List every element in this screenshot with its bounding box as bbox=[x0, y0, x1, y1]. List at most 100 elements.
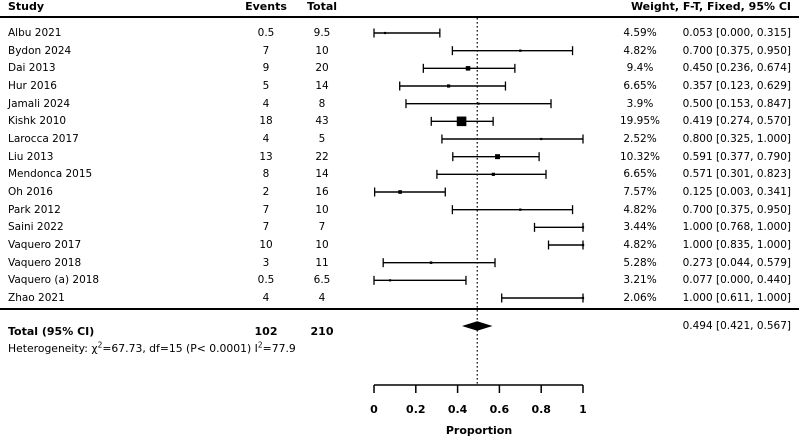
het-part2: =67.73, df=15 (P< 0.0001) I bbox=[102, 342, 258, 355]
study-name: Mendonca 2015 bbox=[8, 168, 93, 181]
estimate-marker bbox=[519, 208, 522, 211]
weight-value: 6.65% bbox=[623, 80, 657, 92]
ci-value: 0.450 [0.236, 0.674] bbox=[682, 62, 791, 75]
events-value: 13 bbox=[259, 150, 273, 163]
ci-value: 0.700 [0.375, 0.950] bbox=[682, 203, 791, 216]
study-name: Kishk 2010 bbox=[8, 115, 67, 128]
weight-value: 5.28% bbox=[623, 256, 657, 269]
weight-value: 4.59% bbox=[623, 27, 657, 39]
col-header-events: Events bbox=[245, 0, 287, 13]
events-value: 7 bbox=[262, 44, 270, 57]
ci-value: 0.125 [0.003, 0.341] bbox=[682, 186, 791, 198]
events-value: 3 bbox=[262, 256, 270, 269]
ci-value: 1.000 [0.835, 1.000] bbox=[682, 239, 791, 251]
ci-value: 0.077 [0.000, 0.440] bbox=[682, 274, 791, 287]
col-header-total: Total bbox=[306, 0, 338, 13]
estimate-marker bbox=[398, 190, 402, 194]
total-value: 9.5 bbox=[313, 27, 331, 39]
x-tick-label: 0.2 bbox=[406, 403, 426, 416]
events-value: 4 bbox=[262, 97, 270, 110]
weight-value: 3.21% bbox=[623, 274, 657, 287]
study-name: Vaquero (a) 2018 bbox=[8, 274, 100, 287]
weight-value: 2.06% bbox=[623, 292, 657, 304]
weight-value: 2.52% bbox=[623, 133, 657, 145]
estimate-marker bbox=[491, 172, 495, 176]
study-name: Hur 2016 bbox=[8, 80, 57, 92]
weight-value: 3.9% bbox=[626, 97, 654, 110]
study-name: Zhao 2021 bbox=[8, 292, 65, 304]
events-value: 5 bbox=[262, 80, 270, 92]
ci-value: 0.500 [0.153, 0.847] bbox=[682, 97, 791, 110]
total-value: 20 bbox=[315, 62, 329, 75]
ci-value: 1.000 [0.768, 1.000] bbox=[682, 221, 791, 234]
study-name: Oh 2016 bbox=[8, 186, 53, 198]
events-value: 0.5 bbox=[257, 27, 275, 39]
x-tick-label: 0.6 bbox=[490, 403, 510, 416]
events-value: 2 bbox=[262, 186, 270, 198]
study-name: Albu 2021 bbox=[8, 27, 62, 39]
estimate-marker bbox=[581, 296, 585, 300]
ci-value: 0.700 [0.375, 0.950] bbox=[682, 44, 791, 57]
het-part3: =77.9 bbox=[262, 342, 296, 355]
total-events-value: 102 bbox=[254, 325, 278, 338]
study-name: Bydon 2024 bbox=[8, 44, 72, 57]
estimate-marker bbox=[388, 279, 392, 282]
study-name: Vaquero 2018 bbox=[8, 256, 82, 269]
study-name: Saini 2022 bbox=[8, 221, 64, 234]
estimate-marker bbox=[581, 226, 585, 229]
events-value: 7 bbox=[262, 203, 270, 216]
ci-value: 0.419 [0.274, 0.570] bbox=[682, 115, 791, 128]
estimate-marker bbox=[465, 66, 471, 71]
x-tick-label: 1 bbox=[579, 403, 587, 416]
total-value: 10 bbox=[315, 239, 329, 251]
het-part1: Heterogeneity: χ bbox=[8, 342, 98, 355]
study-name: Jamali 2024 bbox=[8, 97, 71, 110]
col-header-weight-ci: Weight, F-T, Fixed, 95% CI bbox=[630, 0, 791, 13]
events-value: 4 bbox=[262, 292, 270, 304]
weight-value: 3.44% bbox=[623, 221, 657, 234]
study-name: Park 2012 bbox=[8, 203, 61, 216]
total-value: 10 bbox=[315, 203, 329, 216]
events-value: 0.5 bbox=[257, 274, 275, 287]
x-axis-label: Proportion bbox=[445, 424, 513, 437]
weight-value: 7.57% bbox=[623, 186, 657, 198]
weight-value: 19.95% bbox=[619, 115, 661, 128]
estimate-marker bbox=[383, 31, 387, 35]
x-tick-label: 0.4 bbox=[448, 403, 468, 416]
study-name: Vaquero 2017 bbox=[8, 239, 82, 251]
total-value: 6.5 bbox=[313, 274, 331, 287]
total-value: 16 bbox=[315, 186, 329, 198]
weight-value: 9.4% bbox=[626, 62, 654, 75]
total-value: 10 bbox=[315, 44, 329, 57]
study-name: Dai 2013 bbox=[8, 62, 56, 75]
ci-value: 1.000 [0.611, 1.000] bbox=[682, 292, 791, 304]
study-name: Larocca 2017 bbox=[8, 133, 79, 145]
estimate-marker bbox=[456, 116, 467, 127]
ci-value: 0.800 [0.325, 1.000] bbox=[682, 133, 791, 145]
weight-value: 4.82% bbox=[623, 203, 657, 216]
x-tick-label: 0 bbox=[370, 403, 378, 416]
events-value: 4 bbox=[262, 133, 270, 145]
total-ci-value: 0.494 [0.421, 0.567] bbox=[682, 320, 791, 332]
estimate-marker bbox=[429, 261, 433, 264]
total-value: 7 bbox=[318, 221, 326, 234]
ci-value: 0.357 [0.123, 0.629] bbox=[682, 80, 791, 92]
heterogeneity-text: Heterogeneity: χ 2=67.73, df=15 (P< 0.000… bbox=[8, 340, 296, 356]
events-value: 7 bbox=[262, 221, 270, 234]
estimate-marker bbox=[540, 137, 543, 141]
ci-value: 0.591 [0.377, 0.790] bbox=[682, 150, 791, 163]
ci-value: 0.273 [0.044, 0.579] bbox=[682, 256, 791, 269]
total-value: 8 bbox=[318, 97, 326, 110]
het-sup2: 2 bbox=[257, 340, 263, 350]
ci-value: 0.571 [0.301, 0.823] bbox=[682, 168, 791, 181]
weight-value: 4.82% bbox=[623, 239, 657, 251]
weight-value: 6.65% bbox=[623, 168, 657, 181]
events-value: 10 bbox=[259, 239, 273, 251]
estimate-marker bbox=[447, 84, 451, 88]
estimate-marker bbox=[495, 154, 500, 160]
total-value: 4 bbox=[318, 292, 326, 304]
estimate-marker bbox=[581, 243, 585, 247]
total-total-value: 210 bbox=[310, 325, 334, 338]
